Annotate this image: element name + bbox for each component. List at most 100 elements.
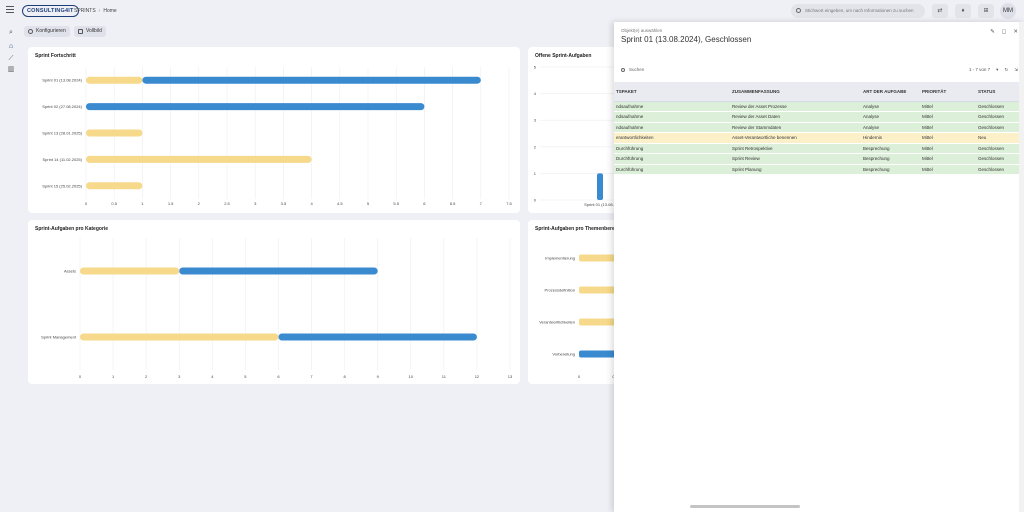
- expand-icon[interactable]: ◻: [1001, 29, 1007, 35]
- column-header[interactable]: PRIORITÄT: [920, 82, 976, 102]
- cell-summary: Review der Stammdaten: [730, 122, 861, 133]
- breadcrumb-item: Home: [103, 8, 117, 14]
- refresh-icon[interactable]: ↻: [1004, 67, 1009, 72]
- x-tick-label: 7: [310, 374, 313, 379]
- y-tick-label: 1: [534, 171, 537, 176]
- cell-status: Geschlossen: [976, 153, 1020, 165]
- export-icon[interactable]: ⇲: [1014, 67, 1018, 72]
- breadcrumb-item[interactable]: SPRINTS: [74, 8, 96, 14]
- cell-paket: Durchführung: [614, 164, 730, 175]
- cell-type: Besprechung: [861, 143, 920, 154]
- pin-icon[interactable]: ✎: [990, 29, 995, 35]
- cell-priority: Mittel: [920, 122, 976, 133]
- cell-summary: Review der Asset Prozesse: [730, 101, 861, 112]
- column-header[interactable]: TSPAKET: [614, 82, 730, 102]
- cell-paket: ndsaufnahme: [614, 122, 730, 133]
- configure-button[interactable]: Konfigurieren: [24, 26, 70, 37]
- column-header[interactable]: ART DER AUFGABE: [861, 82, 920, 102]
- table-row[interactable]: ndsaufnahme Review der Asset Daten Analyse…: [614, 111, 1020, 123]
- column-header[interactable]: ZUSAMMENFASSUNG: [730, 82, 861, 102]
- x-tick-label: 5: [244, 374, 247, 379]
- cell-status: Neu: [976, 132, 1020, 144]
- top-bar: CONSULTING4IT SPRINTS › Home Stichwort ein…: [0, 0, 1024, 22]
- x-tick-label: 2: [198, 201, 201, 206]
- x-tick-label: 6: [423, 201, 426, 206]
- switch-icon[interactable]: ⇄: [932, 4, 948, 18]
- cell-paket: Durchführung: [614, 153, 730, 165]
- panel-search[interactable]: Suchen: [621, 67, 644, 72]
- cell-summary: Sprint Planung: [730, 164, 861, 175]
- avatar[interactable]: MM: [1000, 3, 1016, 19]
- x-tick-label: 2: [145, 374, 148, 379]
- cell-summary: Asset-Verantwortliche benennen: [730, 132, 861, 144]
- vertical-scrollbar[interactable]: [1019, 22, 1024, 512]
- bar-done: [142, 76, 481, 84]
- pager-text: 1 - 7 von 7: [968, 67, 991, 72]
- y-category-label: Sprint Management: [41, 335, 77, 340]
- app-logo[interactable]: CONSULTING4IT: [22, 5, 79, 17]
- bar-open: [86, 182, 143, 190]
- trend-icon[interactable]: ⟋: [8, 55, 14, 62]
- chevron-down-icon[interactable]: ▾: [996, 67, 999, 72]
- search-icon: [621, 68, 625, 72]
- x-tick-label: 0: [79, 374, 82, 379]
- table-row[interactable]: Durchführung Sprint Retrospektive Besprech…: [614, 143, 1020, 154]
- bar-done: [86, 103, 425, 111]
- table-header: TSPAKET ZUSAMMENFASSUNG ART DER AUFGABE …: [614, 82, 1020, 102]
- x-category-label: Sprint 01 (13.08.2: [584, 202, 617, 207]
- bar-open: [86, 155, 312, 163]
- close-icon[interactable]: ✕: [1013, 29, 1018, 35]
- search-input[interactable]: Stichwort eingeben, um nach Informatione…: [791, 4, 925, 18]
- y-category-label: Sprint 13 (28.01.2025): [42, 131, 82, 136]
- panel-actions: ✎ ◻ ✕: [983, 29, 1018, 35]
- fullscreen-label: Vollbild: [86, 28, 102, 34]
- gear-icon: [28, 29, 33, 34]
- cell-status: Geschlossen: [976, 143, 1020, 154]
- x-tick-label: 5.5: [393, 201, 399, 206]
- cell-paket: Durchführung: [614, 143, 730, 154]
- search-icon[interactable]: ⌕: [9, 29, 13, 36]
- cell-type: Besprechung: [861, 153, 920, 165]
- search-icon: [796, 8, 801, 13]
- fullscreen-button[interactable]: Vollbild: [74, 26, 106, 37]
- table-row[interactable]: ndsaufnahme Review der Stammdaten Analyse M…: [614, 122, 1020, 133]
- cell-status: Geschlossen: [976, 164, 1020, 175]
- home-icon[interactable]: ⌂: [8, 43, 14, 50]
- x-tick-label: 3: [178, 374, 181, 379]
- horizontal-scrollbar[interactable]: [690, 505, 800, 508]
- bar-open: [579, 318, 618, 326]
- apps-grid-icon[interactable]: ⊞: [978, 4, 994, 18]
- x-tick-label: 1: [112, 374, 115, 379]
- y-tick-label: 3: [534, 118, 537, 123]
- cell-type: Hindernis: [861, 132, 920, 144]
- x-tick-label: 0: [85, 201, 88, 206]
- x-tick-label: 4.5: [337, 201, 343, 206]
- x-tick-label: 3.5: [281, 201, 287, 206]
- bar-open: [80, 267, 180, 275]
- x-tick-label: 12: [475, 374, 480, 379]
- table-row[interactable]: ndsaufnahme Review der Asset Prozesse Anal…: [614, 101, 1020, 112]
- table-row[interactable]: erantwortlichkeiten Asset-Verantwortliche…: [614, 132, 1020, 144]
- cell-type: Analyse: [861, 101, 920, 112]
- y-category-label: Sprint 01 (13.08.2024): [42, 78, 82, 83]
- topic-chart: 00.25ImplementierungProzessdefinitionVer…: [539, 254, 618, 379]
- y-category-label: Prozessdefinition: [545, 288, 575, 293]
- menu-icon[interactable]: [6, 6, 14, 13]
- y-category-label: Sprint 14 (11.02.2025): [42, 157, 82, 162]
- table-row[interactable]: Durchführung Sprint Review Besprechung Mitt…: [614, 153, 1020, 165]
- library-icon[interactable]: ▥: [7, 66, 15, 73]
- y-tick-label: 5: [534, 65, 537, 70]
- x-tick-label: 6: [277, 374, 280, 379]
- card-title: Sprint Fortschritt: [35, 53, 76, 59]
- notification-icon[interactable]: ♦: [955, 4, 971, 18]
- x-tick-label: 10: [409, 374, 414, 379]
- x-tick-label: 6.5: [450, 201, 456, 206]
- bar-open: [579, 254, 618, 262]
- table-row[interactable]: Durchführung Sprint Planung Besprechung Mit…: [614, 164, 1020, 175]
- cell-type: Analyse: [861, 122, 920, 133]
- cell-priority: Mittel: [920, 143, 976, 154]
- card-title: Offene Sprint-Aufgaben: [535, 53, 592, 59]
- column-header[interactable]: STATUS: [976, 82, 1020, 102]
- cell-summary: Sprint Review: [730, 153, 861, 165]
